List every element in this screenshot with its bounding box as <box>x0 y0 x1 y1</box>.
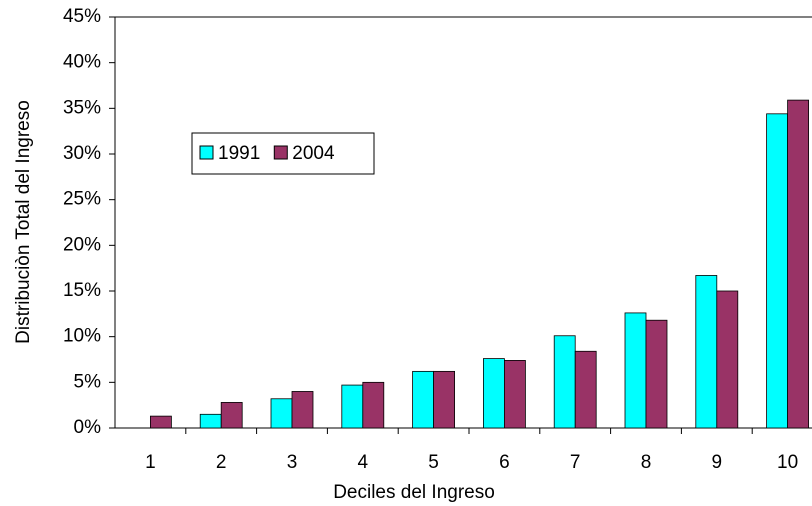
bar <box>624 312 647 429</box>
y-tick-label: 20% <box>63 234 101 255</box>
y-tick-label: 5% <box>74 371 102 392</box>
bar <box>291 391 314 429</box>
bar <box>412 370 435 429</box>
y-tick-label: 25% <box>63 189 101 210</box>
bar <box>553 335 576 429</box>
y-tick-label: 10% <box>63 326 101 347</box>
x-tick-label: 4 <box>358 452 369 473</box>
bar <box>787 99 809 429</box>
y-tick-label: 45% <box>63 6 101 27</box>
y-tick-label: 35% <box>63 97 101 118</box>
y-tick-label: 30% <box>63 143 101 164</box>
bar <box>574 350 597 429</box>
bar <box>433 370 456 429</box>
legend-label: 2004 <box>292 143 335 164</box>
x-tick-label: 10 <box>777 452 798 473</box>
y-tick-label: 0% <box>74 417 102 438</box>
bar <box>645 319 668 429</box>
bar <box>220 402 243 429</box>
bar <box>270 398 293 429</box>
x-tick-label: 3 <box>287 452 298 473</box>
x-tick-label: 1 <box>145 452 156 473</box>
bar <box>503 360 526 429</box>
bar <box>716 290 739 429</box>
bar <box>149 415 172 429</box>
x-tick-label: 9 <box>712 452 723 473</box>
bar <box>482 358 505 429</box>
bar <box>695 275 718 429</box>
legend-swatch <box>273 145 288 160</box>
y-tick-label: 40% <box>63 52 101 73</box>
bar <box>199 413 222 429</box>
legend: 1991 2004 <box>191 132 375 175</box>
legend-swatch <box>199 145 214 160</box>
legend-label: 1991 <box>218 143 260 164</box>
bar <box>362 381 385 429</box>
y-tick-label: 15% <box>63 280 101 301</box>
x-tick-label: 6 <box>499 452 510 473</box>
x-tick-label: 2 <box>216 452 227 473</box>
x-tick-label: 7 <box>570 452 581 473</box>
y-axis-title: Distribuciòn Total del Ingreso <box>13 100 34 344</box>
x-axis-title: Deciles del Ingreso <box>333 482 495 503</box>
bar <box>766 113 788 429</box>
x-tick-label: 8 <box>641 452 652 473</box>
bar <box>341 384 364 429</box>
x-tick-label: 5 <box>428 452 439 473</box>
